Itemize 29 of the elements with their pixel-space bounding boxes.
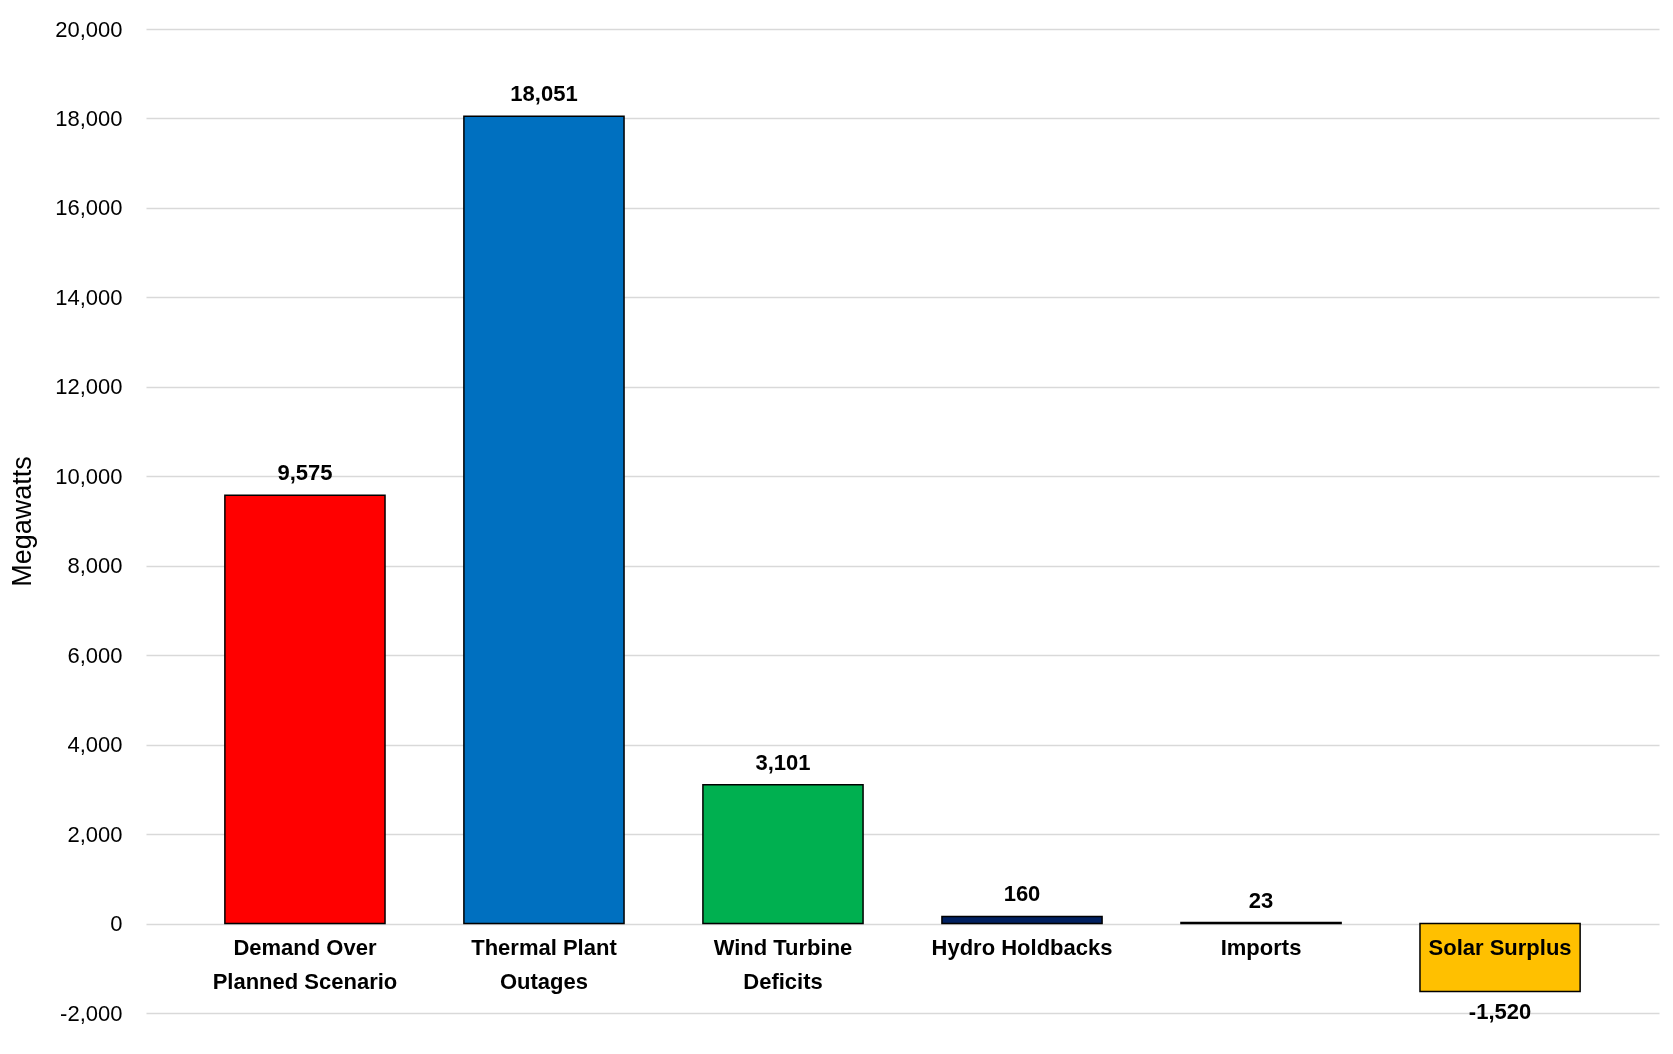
y-tick-label: 16,000 <box>55 195 123 221</box>
y-axis-title: Megawatts <box>7 456 38 587</box>
x-tick-label: Thermal Plant Outages <box>471 935 618 995</box>
y-tick-label: 6,000 <box>67 642 123 668</box>
data-label: -1,520 <box>1468 998 1532 1024</box>
y-tick-label: 14,000 <box>55 284 123 310</box>
y-tick-label: 20,000 <box>55 16 123 42</box>
data-label: 3,101 <box>755 749 811 775</box>
bar <box>224 494 386 925</box>
y-tick-label: 2,000 <box>67 821 123 847</box>
x-tick-label: Wind Turbine Deficits <box>713 935 853 995</box>
x-tick-label: Hydro Holdbacks <box>931 935 1113 961</box>
y-tick-label: 8,000 <box>67 553 123 579</box>
data-label: 18,051 <box>510 81 578 107</box>
data-label: 23 <box>1248 887 1274 913</box>
bar <box>463 115 625 925</box>
y-tick-label: 12,000 <box>55 374 123 400</box>
y-tick-label: 0 <box>110 911 123 937</box>
x-tick-label: Solar Surplus <box>1428 935 1572 961</box>
y-tick-label: 10,000 <box>55 463 123 489</box>
y-tick-label: 18,000 <box>55 105 123 131</box>
y-tick-label: -2,000 <box>60 1000 123 1026</box>
y-tick-label: 4,000 <box>67 732 123 758</box>
data-label: 160 <box>1003 881 1041 907</box>
x-tick-label: Demand Over Planned Scenario <box>212 935 398 995</box>
bar <box>941 915 1103 925</box>
bar <box>702 784 864 925</box>
x-tick-label: Imports <box>1220 935 1302 961</box>
data-label: 9,575 <box>277 460 333 486</box>
